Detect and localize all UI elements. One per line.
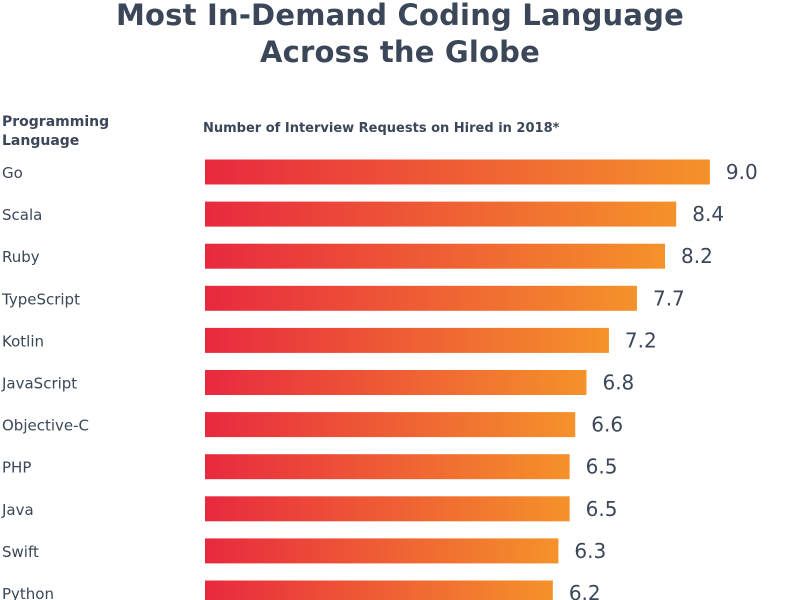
bar — [205, 327, 609, 353]
bar — [205, 370, 587, 395]
chart-title-line-2: Across the Globe — [259, 35, 541, 69]
value-label: 7.7 — [653, 286, 685, 310]
value-label: 8.4 — [692, 202, 724, 226]
bar — [205, 496, 570, 522]
bar — [205, 538, 559, 564]
x-axis-label: Number of Interview Requests on Hired in… — [203, 121, 560, 136]
category-label: PHP — [2, 459, 31, 477]
value-label: 6.5 — [586, 455, 618, 479]
category-label: Kotlin — [2, 332, 44, 350]
value-label: 8.2 — [681, 244, 713, 268]
value-label: 6.8 — [602, 371, 634, 395]
category-label: TypeScript — [1, 290, 80, 308]
bar — [205, 243, 666, 269]
category-label: Ruby — [2, 248, 40, 266]
bar — [205, 159, 710, 185]
value-label: 6.6 — [591, 413, 623, 437]
category-label: Java — [1, 501, 34, 519]
category-label: Python — [2, 585, 54, 600]
bar — [205, 580, 553, 600]
bars-group: Go 9.0 Scala 8.4 Ruby 8.2 TypeScript 7.7 Kotlin 7… — [1, 159, 758, 600]
bar-chart: Go 9.0 Scala 8.4 Ruby 8.2 TypeScript 7.7 Kotlin 7… — [1, 159, 758, 600]
category-label: JavaScript — [1, 375, 77, 393]
bar — [205, 201, 677, 227]
category-label: Swift — [2, 543, 39, 561]
bar — [205, 454, 570, 480]
category-label: Go — [2, 164, 23, 182]
category-label: Objective-C — [2, 417, 89, 435]
bar — [205, 285, 637, 311]
value-label: 7.2 — [625, 328, 657, 352]
value-label: 6.3 — [574, 539, 606, 563]
value-label: 6.5 — [586, 497, 618, 521]
value-label: 9.0 — [726, 160, 758, 184]
value-label: 6.2 — [569, 581, 601, 600]
chart-title-line-1: Most In-Demand Coding Language — [115, 0, 684, 32]
category-label: Scala — [2, 206, 42, 224]
y-axis-header: Programming Language — [2, 114, 110, 149]
bar — [205, 412, 576, 438]
